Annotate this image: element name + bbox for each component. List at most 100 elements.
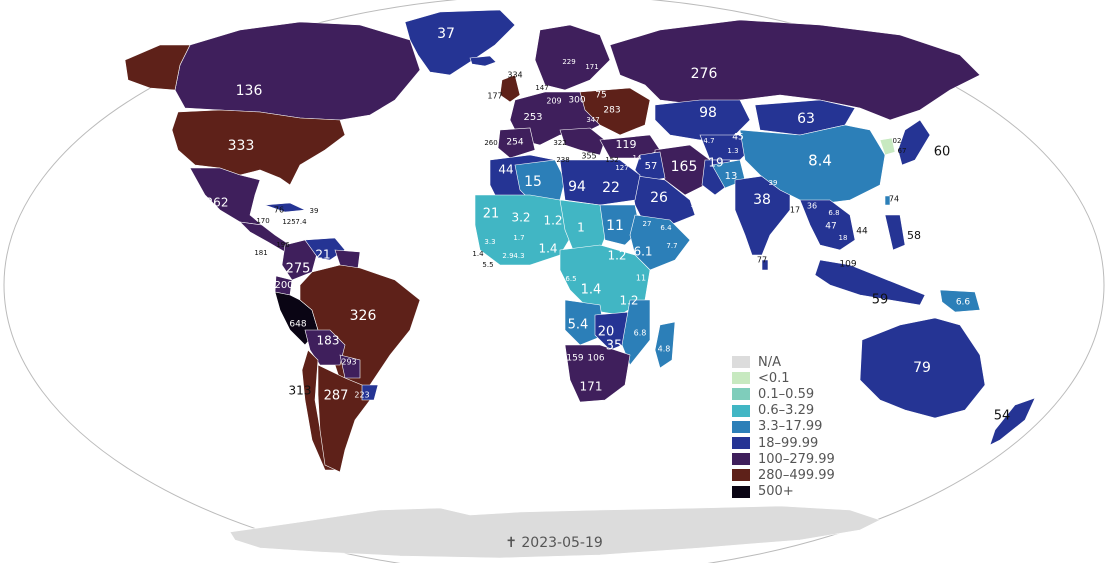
label-myanmar: 36 [807, 202, 817, 211]
region-usa[interactable] [171, 109, 346, 186]
region-iberia[interactable] [497, 127, 536, 159]
label-mongolia: 63 [797, 111, 815, 127]
legend-swatch-18 [732, 437, 750, 450]
label-ethiopia: 6.1 [633, 245, 652, 259]
legend-item-lt-0-1: <0.1 [732, 370, 835, 386]
region-antarctica[interactable] [229, 505, 881, 559]
region-png[interactable] [939, 289, 981, 313]
label-turkey: 119 [616, 138, 637, 151]
label-drc: 1.4 [581, 283, 602, 298]
label-egypt: 22 [602, 180, 620, 196]
region-korea[interactable] [879, 137, 896, 156]
label-iraq: 57 [645, 161, 658, 172]
label-cuba: 76 [274, 206, 284, 215]
label-venezuela: 21 [315, 248, 330, 262]
label-bangladesh: 17 [790, 206, 800, 215]
region-madagascar[interactable] [654, 321, 676, 369]
legend-label-0-1: 0.1–0.59 [758, 386, 815, 402]
label-kazakhstan: 98 [699, 105, 717, 121]
label-thailand: 47 [825, 222, 836, 232]
legend-label-0-6: 0.6–3.29 [758, 403, 815, 419]
label-greece: 355 [581, 152, 596, 161]
label-finland: 171 [585, 63, 598, 71]
label-tanzania-n: 1.2 [607, 249, 626, 263]
label-mauritania: 21 [483, 207, 500, 222]
region-bolivia[interactable] [304, 329, 346, 366]
region-uruguay[interactable] [361, 384, 379, 401]
legend-item-0-6: 0.6–3.29 [732, 403, 835, 419]
region-greenland[interactable] [404, 9, 516, 76]
label-canada: 136 [236, 83, 263, 99]
region-malaysia-indonesia[interactable] [814, 259, 926, 306]
label-bolivia: 183 [317, 334, 340, 348]
label-guinea: 2.9 [502, 252, 513, 260]
region-canada[interactable] [174, 21, 421, 121]
region-japan[interactable] [897, 119, 931, 166]
label-sri-lanka: 77 [757, 256, 767, 265]
region-cuba[interactable] [264, 202, 307, 213]
region-eastern-europe[interactable] [579, 87, 651, 136]
region-iceland[interactable] [469, 55, 497, 67]
label-haiti: 39 [310, 207, 319, 215]
region-arabia[interactable] [629, 174, 696, 226]
region-alaska[interactable] [124, 44, 191, 91]
label-afghanistan: 13 [725, 171, 738, 182]
region-southern-africa[interactable] [564, 344, 631, 403]
legend-item-100: 100–279.99 [732, 451, 835, 467]
legend: N/A <0.1 0.1–0.59 0.6–3.29 3.3–17.99 18–… [732, 354, 835, 500]
label-nigeria: 1.4 [538, 242, 557, 256]
label-angola: 5.4 [568, 318, 589, 333]
legend-label-280: 280–499.99 [758, 467, 835, 483]
label-gabon: 13 [554, 280, 563, 288]
region-scandinavia[interactable] [534, 24, 611, 91]
label-saudi: 26 [650, 190, 668, 206]
region-uk[interactable] [499, 74, 521, 103]
label-russia: 276 [691, 66, 718, 82]
label-peru: 648 [289, 320, 306, 330]
label-somalia: 7.7 [666, 242, 677, 250]
label-colombia: 275 [286, 262, 311, 277]
label-png: 6.6 [956, 298, 971, 308]
label-ukraine: 283 [603, 106, 620, 116]
region-philippines[interactable] [884, 214, 906, 251]
legend-item-500: 500+ [732, 484, 835, 500]
region-west-africa[interactable] [474, 194, 576, 266]
label-laos: 6.8 [828, 209, 839, 217]
label-germany: 209 [546, 97, 561, 106]
label-argentina: 287 [324, 389, 349, 404]
region-horn-africa[interactable] [629, 214, 691, 271]
label-zimbabwe: 35 [606, 339, 623, 354]
region-italy-balkans[interactable] [559, 127, 606, 156]
label-ghana: 4.3 [513, 252, 524, 260]
region-chile[interactable] [301, 349, 336, 471]
label-uk: 177 [487, 92, 502, 101]
region-australia[interactable] [859, 317, 986, 419]
label-portugal: 260 [484, 139, 497, 147]
region-mexico[interactable] [189, 167, 263, 226]
region-russia[interactable] [609, 19, 981, 121]
label-romania: 347 [586, 116, 599, 124]
region-china[interactable] [739, 124, 886, 206]
label-greenland: 37 [437, 26, 455, 42]
legend-item-18: 18–99.99 [732, 435, 835, 451]
label-morocco: 44 [498, 163, 513, 177]
legend-item-280: 280–499.99 [732, 467, 835, 483]
region-paraguay[interactable] [339, 354, 361, 379]
region-new-zealand[interactable] [989, 397, 1036, 446]
label-uruguay: 223 [354, 391, 369, 400]
label-liberia: 5.5 [482, 261, 493, 269]
legend-swatch-280 [732, 469, 750, 482]
label-south-africa: 171 [580, 380, 603, 394]
label-australia: 79 [913, 360, 931, 376]
region-se-asia[interactable] [799, 199, 856, 251]
region-libya-egypt[interactable] [559, 159, 641, 206]
region-argentina[interactable] [317, 364, 371, 473]
region-sri-lanka[interactable] [761, 259, 769, 271]
label-oman: 101 [690, 201, 703, 209]
label-ecuador: 200 [274, 280, 293, 291]
label-chad: 1 [577, 221, 585, 235]
region-mozambique[interactable] [621, 299, 651, 366]
region-taiwan[interactable] [884, 195, 891, 206]
legend-label-lt-0-1: <0.1 [758, 370, 790, 386]
label-tanzania: 1.2 [619, 294, 638, 308]
